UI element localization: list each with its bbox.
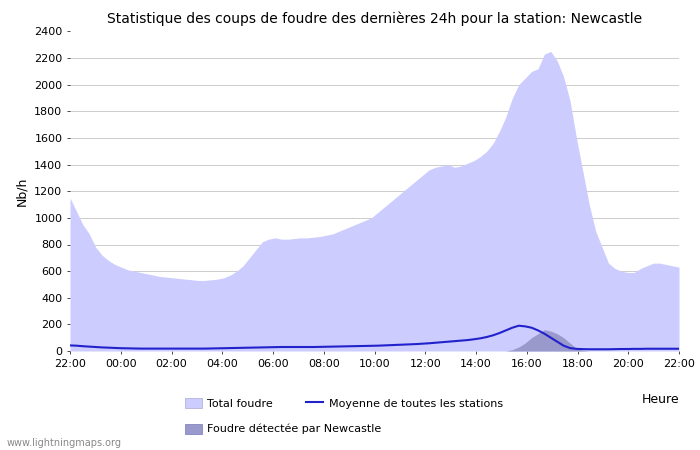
Text: www.lightningmaps.org: www.lightningmaps.org [7,438,122,448]
Y-axis label: Nb/h: Nb/h [15,176,29,206]
Legend: Foudre détectée par Newcastle: Foudre détectée par Newcastle [186,423,382,434]
Title: Statistique des coups de foudre des dernières 24h pour la station: Newcastle: Statistique des coups de foudre des dern… [107,12,642,26]
Text: Heure: Heure [641,392,679,405]
